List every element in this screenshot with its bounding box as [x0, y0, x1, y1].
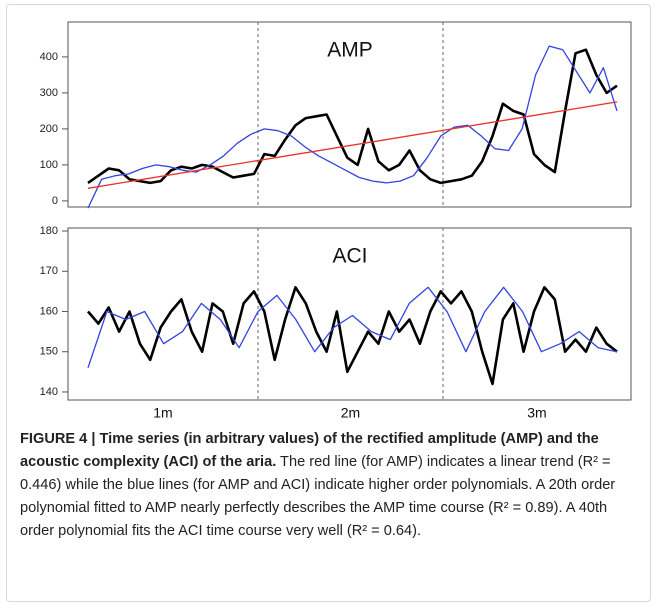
figure: AMP 0 100 200 300 400 ACI 140 150 160 170 180 1m 2m 3m: [40, 21, 632, 421]
plot-box: [67, 21, 632, 208]
x-segment-label: 3m: [527, 405, 546, 421]
y-tick-label: 140: [40, 386, 58, 398]
y-tick-label: 0: [52, 195, 58, 207]
caption-text: The red line (for AMP) indicates a linea…: [20, 454, 616, 539]
caption-title: FIGURE 4 | Time series (in arbitrary val…: [20, 431, 599, 470]
plot-box: [67, 227, 632, 401]
y-tick-label: 200: [40, 123, 58, 135]
series-line: [87, 45, 618, 209]
chart-title: ACI: [332, 245, 367, 268]
y-tick-label: 170: [40, 265, 58, 277]
series-line: [87, 285, 618, 386]
y-tick-label: 100: [40, 159, 58, 171]
chart-title: AMP: [327, 39, 373, 62]
x-segment-label: 1m: [153, 405, 172, 421]
x-segment-label: 2m: [341, 405, 360, 421]
y-tick-label: 160: [40, 305, 58, 317]
y-tick-label: 400: [40, 51, 58, 63]
y-tick-label: 300: [40, 87, 58, 99]
series-line: [87, 286, 618, 369]
y-tick-label: 150: [40, 346, 58, 358]
series-line: [87, 101, 618, 189]
caption: FIGURE 4 | Time series (in arbitrary val…: [20, 428, 645, 543]
y-tick-label: 180: [40, 225, 58, 237]
figure-frame: [6, 4, 651, 602]
